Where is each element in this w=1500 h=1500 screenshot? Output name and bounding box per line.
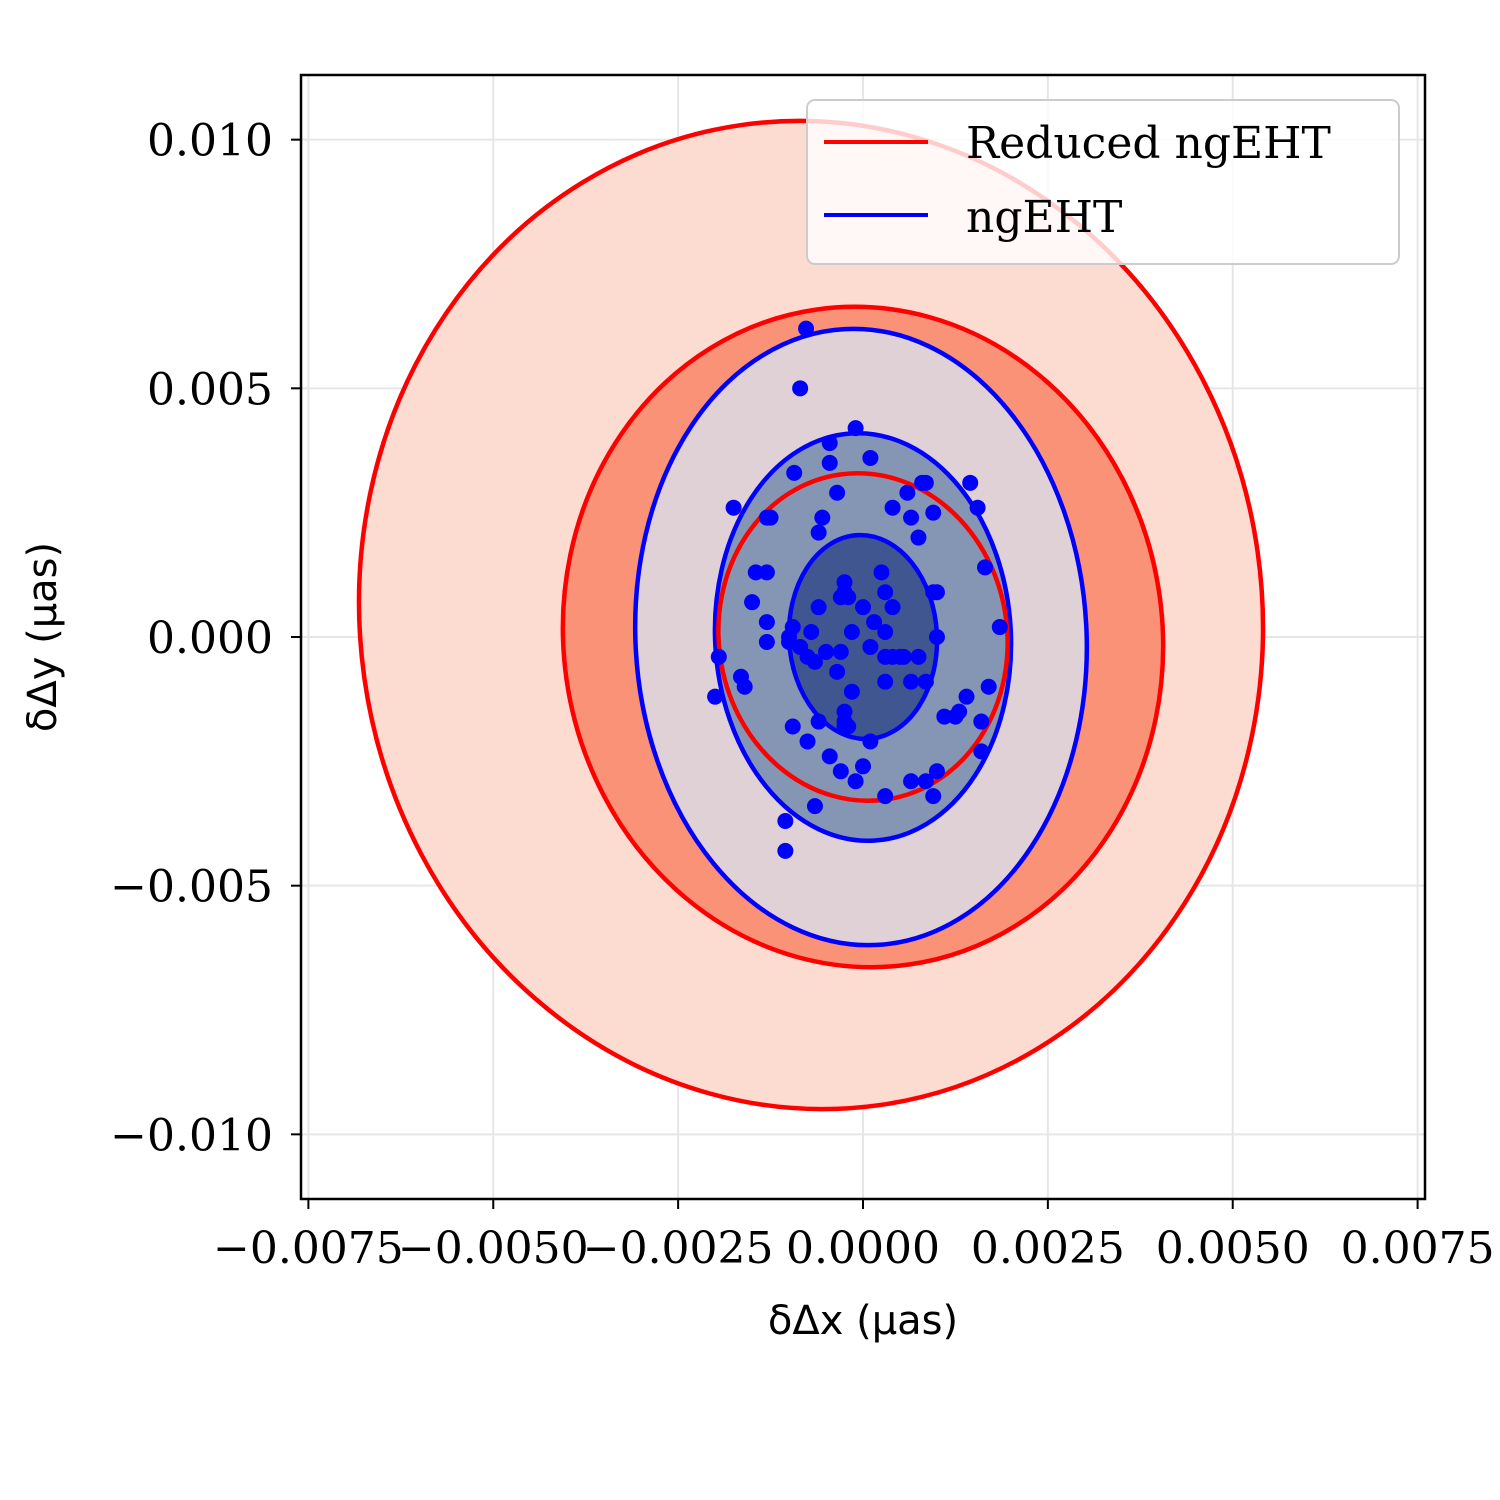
data-point xyxy=(777,842,794,859)
data-point xyxy=(747,564,764,581)
data-point xyxy=(758,633,775,650)
data-point xyxy=(977,559,994,576)
data-point xyxy=(917,773,934,790)
data-point xyxy=(895,648,912,665)
data-point xyxy=(910,529,927,546)
data-point xyxy=(840,718,857,735)
data-point xyxy=(843,683,860,700)
data-point xyxy=(762,509,779,526)
data-point xyxy=(991,619,1008,636)
x-tick-label: 0.0000 xyxy=(786,1223,940,1274)
data-point xyxy=(877,624,894,641)
data-point xyxy=(758,614,775,631)
axis-ticks: −0.0075−0.0050−0.0025 0.0000 0.0025 0.0050 0… xyxy=(110,116,1494,1274)
data-point xyxy=(810,524,827,541)
data-point xyxy=(925,788,942,805)
data-point xyxy=(925,504,942,521)
legend-label-ngeht: ngEHT xyxy=(966,192,1122,243)
data-point xyxy=(884,599,901,616)
data-point xyxy=(806,798,823,815)
y-axis-label: δΔy (μas) xyxy=(20,542,66,732)
data-point xyxy=(969,499,986,516)
data-point xyxy=(884,499,901,516)
legend-box xyxy=(806,99,1400,265)
y-tick-label: 0.005 xyxy=(147,364,273,415)
data-point xyxy=(973,743,990,760)
data-point xyxy=(832,763,849,780)
data-point xyxy=(903,773,920,790)
y-tick-label: 0.010 xyxy=(147,116,273,167)
data-point xyxy=(792,380,809,397)
data-point xyxy=(806,653,823,670)
scatter-points xyxy=(707,320,1008,859)
x-tick-label: 0.0025 xyxy=(971,1223,1125,1274)
data-point xyxy=(736,678,753,695)
x-axis-label: δΔx (μas) xyxy=(768,1298,958,1344)
x-tick-label: 0.0050 xyxy=(1156,1223,1310,1274)
data-point xyxy=(862,638,879,655)
x-tick-label: −0.0075 xyxy=(213,1223,404,1274)
data-point xyxy=(928,763,945,780)
data-point xyxy=(877,673,894,690)
data-point xyxy=(821,748,838,765)
y-tick-label: −0.005 xyxy=(110,862,273,913)
data-point xyxy=(862,733,879,750)
data-point xyxy=(798,320,815,337)
data-point xyxy=(903,509,920,526)
legend: Reduced ngEHT ngEHT xyxy=(806,99,1400,265)
x-tick-label: 0.0075 xyxy=(1341,1223,1495,1274)
data-point xyxy=(866,614,883,631)
data-point xyxy=(710,648,727,665)
legend-label-reduced-ngeht: Reduced ngEHT xyxy=(966,118,1331,169)
data-point xyxy=(810,599,827,616)
data-point xyxy=(725,499,742,516)
data-point xyxy=(803,624,820,641)
data-point xyxy=(847,420,864,437)
data-point xyxy=(821,454,838,471)
data-point xyxy=(810,713,827,730)
data-point xyxy=(962,474,979,491)
data-point xyxy=(847,773,864,790)
data-point xyxy=(903,673,920,690)
x-tick-label: −0.0050 xyxy=(398,1223,589,1274)
x-tick-label: −0.0025 xyxy=(583,1223,774,1274)
data-point xyxy=(873,564,890,581)
data-point xyxy=(799,733,816,750)
data-point xyxy=(832,643,849,660)
data-point xyxy=(928,584,945,601)
data-point xyxy=(840,589,857,606)
y-tick-label: 0.000 xyxy=(147,613,273,664)
data-point xyxy=(917,673,934,690)
data-point xyxy=(855,599,871,616)
data-point xyxy=(855,758,871,775)
data-point xyxy=(951,703,968,720)
data-point xyxy=(928,629,945,645)
data-point xyxy=(744,594,761,611)
data-point xyxy=(814,509,831,526)
y-tick-label: −0.010 xyxy=(110,1110,273,1161)
data-point xyxy=(784,718,801,735)
data-point xyxy=(877,584,894,601)
data-point xyxy=(786,464,803,481)
data-point xyxy=(917,474,934,491)
data-point xyxy=(958,688,975,705)
data-point xyxy=(936,708,953,725)
data-point xyxy=(973,713,990,730)
data-point xyxy=(910,648,927,665)
data-point xyxy=(758,564,775,581)
data-point xyxy=(829,484,846,501)
data-point xyxy=(818,643,835,660)
data-point xyxy=(877,788,894,805)
data-point xyxy=(899,484,916,501)
data-point xyxy=(862,449,879,466)
data-point xyxy=(829,663,846,680)
data-point xyxy=(821,435,838,452)
data-point xyxy=(980,678,997,695)
data-point xyxy=(843,624,860,641)
data-point xyxy=(707,688,724,705)
data-point xyxy=(777,813,794,830)
